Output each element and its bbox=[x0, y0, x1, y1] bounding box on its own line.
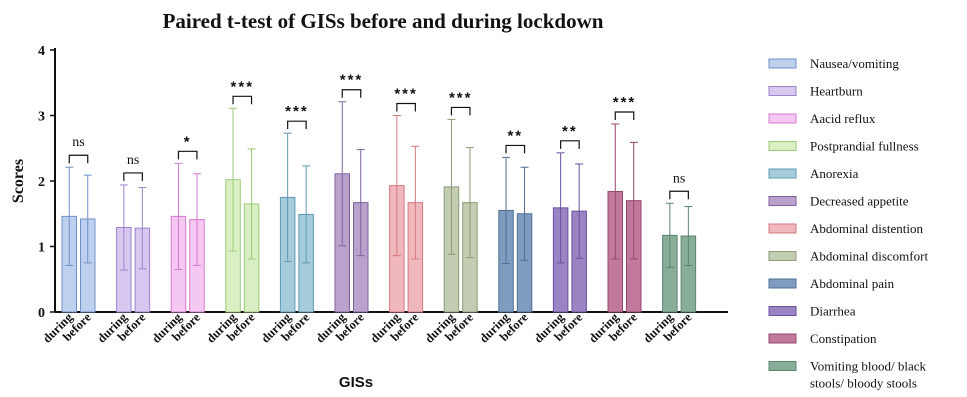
legend-label: Aacid reflux bbox=[810, 111, 876, 126]
significance-bracket bbox=[450, 106, 471, 116]
y-tick-label: 3 bbox=[38, 110, 45, 125]
significance-label: *** bbox=[340, 72, 364, 89]
significance-label: ** bbox=[562, 123, 578, 140]
legend-label: Abdominal pain bbox=[810, 276, 895, 291]
significance-label: ns bbox=[673, 171, 685, 186]
legend: Nausea/vomiting Heartburn Aacid reflux Post… bbox=[768, 56, 928, 391]
legend-label: Constipation bbox=[810, 331, 877, 346]
chart-title: Paired t-test of GISs before and during … bbox=[163, 9, 604, 33]
significance-bracket bbox=[669, 190, 689, 200]
legend-swatch bbox=[768, 113, 797, 124]
y-axis-label: Scores bbox=[10, 159, 27, 203]
x-axis-label: GISs bbox=[339, 374, 373, 391]
y-tick-label: 2 bbox=[38, 175, 45, 190]
significance-bracket bbox=[341, 89, 362, 98]
significance-label: *** bbox=[449, 89, 473, 106]
significance-label: *** bbox=[231, 78, 255, 95]
legend-swatch bbox=[768, 58, 797, 69]
legend-swatch bbox=[768, 278, 797, 289]
legend-label: Postprandial fullness bbox=[810, 139, 919, 154]
plot-area: 01234duringbeforensduringbeforensduringb… bbox=[38, 44, 728, 346]
significance-label: ** bbox=[507, 127, 523, 144]
legend-label: Heartburn bbox=[810, 84, 863, 99]
legend-swatch bbox=[768, 141, 797, 151]
legend-label: Diarrhea bbox=[810, 304, 856, 319]
legend-label: Abdominal distention bbox=[810, 221, 924, 236]
legend-label: Nausea/vomiting bbox=[810, 56, 899, 71]
significance-label: ns bbox=[127, 153, 139, 168]
significance-bracket bbox=[177, 150, 198, 160]
significance-bracket bbox=[123, 172, 143, 181]
significance-bracket bbox=[505, 144, 526, 154]
legend-swatch bbox=[768, 251, 797, 261]
y-tick-label: 0 bbox=[38, 306, 45, 321]
y-tick-label: 4 bbox=[38, 44, 45, 59]
significance-label: *** bbox=[394, 86, 418, 103]
significance-label: *** bbox=[613, 94, 637, 111]
significance-bracket bbox=[614, 111, 635, 121]
legend-swatch bbox=[768, 223, 797, 234]
legend-swatch bbox=[768, 196, 797, 206]
significance-label: *** bbox=[285, 103, 309, 120]
legend-swatch bbox=[768, 333, 797, 344]
legend-swatch bbox=[768, 306, 797, 316]
significance-bracket bbox=[232, 95, 253, 105]
legend-label: Vomiting blood/ black stools/ bloody stoo… bbox=[810, 359, 927, 391]
legend-label: Abdominal discomfort bbox=[810, 249, 928, 264]
legend-label: Decreased appetite bbox=[810, 194, 909, 209]
significance-label: * bbox=[184, 133, 192, 150]
significance-bracket bbox=[68, 154, 89, 164]
significance-label: ns bbox=[72, 135, 84, 150]
significance-bracket bbox=[287, 120, 307, 130]
legend-label: Anorexia bbox=[810, 166, 859, 181]
legend-swatch bbox=[768, 361, 797, 371]
legend-swatch bbox=[768, 86, 797, 96]
significance-bracket bbox=[396, 102, 416, 112]
significance-bracket bbox=[560, 140, 580, 149]
legend-swatch bbox=[768, 168, 797, 179]
y-tick-label: 1 bbox=[38, 241, 45, 256]
